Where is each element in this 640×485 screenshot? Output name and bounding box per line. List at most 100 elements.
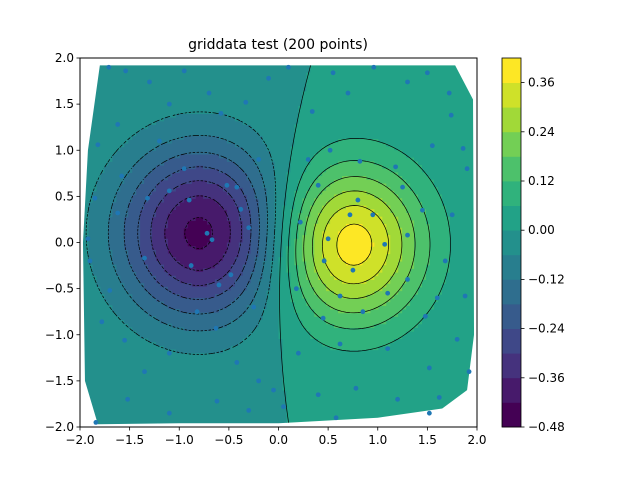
colorbar-tick-label: −0.12 (528, 272, 565, 286)
sample-point (360, 309, 366, 315)
sample-point (206, 90, 212, 96)
sample-points (85, 64, 472, 425)
sample-point (448, 112, 454, 118)
contour-line (164, 195, 231, 271)
sample-point (395, 396, 400, 402)
contour-line (150, 180, 242, 286)
contour-line (137, 166, 252, 300)
sample-point (234, 360, 240, 365)
sample-point (115, 210, 121, 216)
x-tick-label: 1.0 (368, 433, 387, 447)
colorbar-tick-label: 0.00 (528, 223, 555, 237)
colorbar-band (502, 279, 521, 305)
x-tick-label: 0.0 (269, 433, 288, 447)
y-tick-label: 1.5 (55, 97, 74, 111)
colorbar-band (502, 377, 521, 403)
colorbar-band (502, 82, 521, 108)
sample-point (218, 110, 224, 116)
sample-point (115, 122, 121, 127)
colorbar-tick-label: −0.48 (528, 420, 565, 434)
sample-point (337, 293, 343, 299)
sample-point (271, 387, 276, 393)
sample-point (357, 158, 363, 164)
chart-title: griddata test (200 points) (188, 37, 368, 53)
colorbar-tick-label: −0.36 (528, 371, 565, 385)
y-axis: −2.0 −1.5 −1.0 −0.5 0.0 0.5 1.0 1.5 2.0 (45, 51, 80, 434)
sample-point (462, 293, 468, 299)
sample-point (125, 396, 131, 402)
x-tick-label: −1.0 (165, 433, 194, 447)
x-tick-label: 2.0 (467, 433, 486, 447)
contour-line (279, 65, 314, 425)
colorbar-band (502, 58, 521, 83)
x-tick-label: −2.0 (65, 433, 94, 447)
sample-point (460, 146, 466, 151)
sample-point (166, 410, 172, 416)
colorbar-tick-label: 0.24 (528, 125, 555, 139)
x-axis: −2.0 −1.5 −1.0 −0.5 0.0 0.5 1.0 1.5 2.0 (65, 427, 487, 447)
sample-point (434, 295, 440, 301)
sample-point (181, 68, 187, 74)
colorbar-band (502, 181, 521, 206)
y-tick-label: −1.5 (45, 374, 74, 388)
sample-point (286, 64, 291, 70)
sample-point (405, 232, 410, 238)
sample-point (142, 255, 147, 261)
sample-point (147, 79, 152, 85)
sample-point (424, 70, 430, 76)
colorbar-band (502, 353, 521, 379)
colorbar-band (502, 304, 521, 329)
sample-point (297, 219, 303, 225)
sample-point (333, 415, 339, 421)
sample-point (353, 385, 359, 391)
colorbar-tick-label: 0.12 (528, 174, 555, 188)
contour-line (123, 151, 260, 315)
sample-point (315, 392, 321, 398)
y-tick-label: −1.0 (45, 328, 74, 342)
contour-fill (82, 65, 475, 425)
sample-point (337, 341, 343, 347)
contour-band (183, 216, 212, 251)
x-tick-label: 1.5 (418, 433, 437, 447)
sample-point (209, 237, 215, 243)
sample-point (449, 212, 455, 218)
sample-point (436, 395, 442, 400)
sample-point (194, 309, 200, 315)
contour-band (163, 194, 232, 273)
sample-point (204, 230, 210, 236)
sample-point (123, 68, 129, 74)
sample-point (385, 346, 391, 351)
sample-point (454, 336, 460, 342)
sample-point (256, 157, 262, 162)
sample-point (370, 212, 376, 218)
sample-point (166, 101, 172, 107)
y-tick-label: 0.5 (55, 189, 74, 203)
contour-band (82, 65, 311, 425)
y-tick-label: 1.0 (55, 143, 74, 157)
sample-point (382, 241, 388, 247)
sample-point (166, 188, 172, 194)
colorbar-band (502, 107, 521, 133)
sample-point (464, 166, 470, 172)
sample-point (99, 319, 105, 325)
x-tick-label: −0.5 (214, 433, 243, 447)
sample-point (145, 195, 150, 201)
sample-point (93, 419, 99, 425)
contour-lines (85, 65, 451, 425)
colorbar-band (502, 254, 521, 280)
sample-point (234, 184, 240, 190)
sample-point (186, 197, 192, 203)
sample-point (281, 404, 286, 410)
sample-point (321, 258, 327, 264)
contour-line (295, 160, 431, 330)
sample-point (188, 263, 194, 268)
sample-point (95, 142, 101, 148)
sample-point (251, 304, 257, 310)
sample-point (181, 166, 187, 172)
sample-point (293, 286, 299, 292)
sample-point (350, 267, 356, 273)
sample-point (405, 79, 410, 85)
sample-point (157, 138, 162, 144)
